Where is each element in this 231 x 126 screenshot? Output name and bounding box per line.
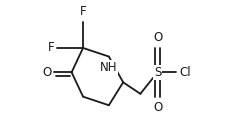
Text: O: O <box>152 31 161 44</box>
Text: S: S <box>153 66 161 79</box>
Text: O: O <box>42 66 51 79</box>
Text: F: F <box>79 5 86 18</box>
Text: O: O <box>152 101 161 114</box>
Text: NH: NH <box>100 61 117 74</box>
Text: Cl: Cl <box>178 66 190 79</box>
Text: F: F <box>48 41 54 54</box>
